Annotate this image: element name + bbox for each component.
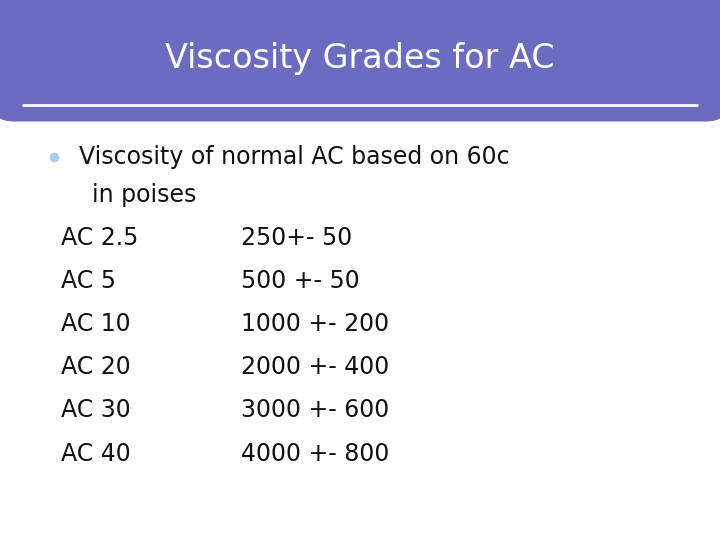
Text: in poises: in poises: [92, 184, 197, 207]
FancyBboxPatch shape: [15, 94, 705, 116]
Text: 500 +- 50: 500 +- 50: [241, 269, 360, 293]
Text: AC 30: AC 30: [61, 399, 131, 422]
Text: AC 40: AC 40: [61, 442, 131, 465]
Text: 1000 +- 200: 1000 +- 200: [241, 312, 390, 336]
Text: Viscosity Grades for AC: Viscosity Grades for AC: [166, 42, 554, 75]
Text: AC 2.5: AC 2.5: [61, 226, 138, 249]
Text: AC 20: AC 20: [61, 355, 131, 379]
Text: AC 10: AC 10: [61, 312, 131, 336]
FancyBboxPatch shape: [0, 0, 720, 122]
Text: 4000 +- 800: 4000 +- 800: [241, 442, 390, 465]
Text: 3000 +- 600: 3000 +- 600: [241, 399, 390, 422]
Text: 2000 +- 400: 2000 +- 400: [241, 355, 390, 379]
Text: AC 5: AC 5: [61, 269, 116, 293]
Text: 250+- 50: 250+- 50: [241, 226, 353, 249]
Text: Viscosity of normal AC based on 60c: Viscosity of normal AC based on 60c: [79, 145, 510, 168]
